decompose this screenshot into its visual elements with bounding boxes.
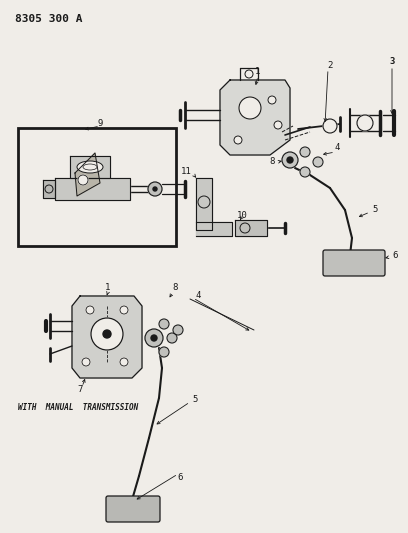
FancyBboxPatch shape <box>323 250 385 276</box>
Ellipse shape <box>83 164 97 170</box>
Text: 8305 300 A: 8305 300 A <box>15 14 82 24</box>
Circle shape <box>86 306 94 314</box>
Text: 10: 10 <box>237 211 247 220</box>
Circle shape <box>103 330 111 338</box>
Circle shape <box>78 175 88 185</box>
Circle shape <box>300 147 310 157</box>
Circle shape <box>145 329 163 347</box>
Polygon shape <box>75 153 100 196</box>
Text: 8: 8 <box>269 157 275 166</box>
Bar <box>18 128 176 246</box>
Text: 5: 5 <box>192 395 198 405</box>
Text: 6: 6 <box>392 252 398 261</box>
Circle shape <box>234 136 242 144</box>
Text: 6: 6 <box>177 473 183 482</box>
Polygon shape <box>70 156 110 178</box>
Circle shape <box>91 318 123 350</box>
Text: 7: 7 <box>77 385 83 394</box>
FancyBboxPatch shape <box>106 496 160 522</box>
Circle shape <box>120 358 128 366</box>
Text: 2: 2 <box>327 61 333 69</box>
Text: 9: 9 <box>98 118 103 127</box>
Circle shape <box>159 319 169 329</box>
Circle shape <box>173 325 183 335</box>
Text: 4: 4 <box>195 292 201 301</box>
Circle shape <box>300 167 310 177</box>
Circle shape <box>287 157 293 163</box>
Polygon shape <box>72 296 142 378</box>
Polygon shape <box>196 222 232 236</box>
Polygon shape <box>43 180 55 198</box>
Circle shape <box>268 96 276 104</box>
Circle shape <box>151 335 157 341</box>
Circle shape <box>148 182 162 196</box>
Circle shape <box>313 157 323 167</box>
Polygon shape <box>196 178 212 230</box>
Text: 8: 8 <box>172 284 178 293</box>
Circle shape <box>159 347 169 357</box>
Text: 4: 4 <box>334 143 340 152</box>
Text: 5: 5 <box>373 206 378 214</box>
Polygon shape <box>220 80 290 155</box>
Circle shape <box>239 97 261 119</box>
Polygon shape <box>55 178 130 200</box>
Text: 1: 1 <box>255 68 261 77</box>
Text: 3: 3 <box>389 58 395 67</box>
Circle shape <box>120 306 128 314</box>
Circle shape <box>274 121 282 129</box>
Circle shape <box>282 152 298 168</box>
Ellipse shape <box>77 161 103 173</box>
Polygon shape <box>235 220 267 236</box>
Circle shape <box>167 333 177 343</box>
Circle shape <box>357 115 373 131</box>
Text: WITH  MANUAL  TRANSMISSION: WITH MANUAL TRANSMISSION <box>18 403 138 413</box>
Circle shape <box>82 358 90 366</box>
Circle shape <box>153 187 157 191</box>
Text: 1: 1 <box>105 284 111 293</box>
Circle shape <box>323 119 337 133</box>
Text: 11: 11 <box>181 167 192 176</box>
